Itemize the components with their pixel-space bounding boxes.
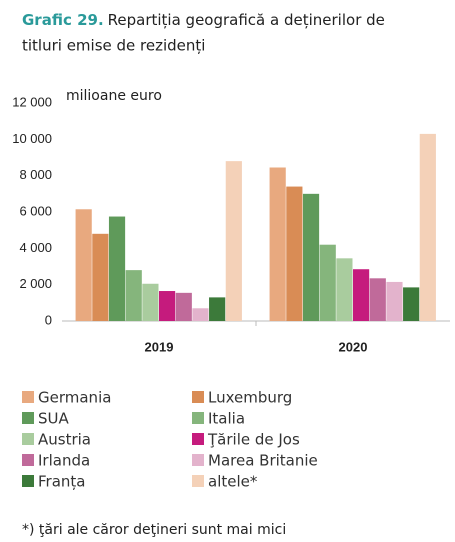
y-tick-label: 10 000 [12, 131, 52, 146]
y-tick-label: 4 000 [19, 240, 52, 255]
footnote: *) ţări ale căror deţineri sunt mai mici [22, 522, 286, 538]
bar [142, 283, 159, 321]
bar [92, 233, 109, 321]
x-tick-label: 2019 [145, 339, 174, 354]
legend-swatch [192, 412, 204, 424]
legend-swatch [192, 391, 204, 403]
legend-swatch [22, 391, 34, 403]
bar [108, 216, 126, 321]
chart-title: Grafic 29. Repartiția geografică a deține… [22, 11, 385, 29]
legend-label: Ţările de Jos [207, 431, 300, 449]
bar [369, 278, 386, 321]
legend-label: Irlanda [38, 452, 90, 470]
bar [302, 193, 320, 321]
legend-label: Luxemburg [208, 389, 292, 407]
legend-label: Marea Britanie [208, 452, 318, 470]
legend-label: Austria [38, 431, 91, 449]
bar [209, 297, 226, 321]
x-tick-label: 2020 [339, 339, 368, 354]
legend-swatch [22, 412, 34, 424]
legend-swatch [192, 454, 204, 466]
bar [353, 269, 370, 321]
y-tick-label: 2 000 [19, 276, 52, 291]
legend-label: Germania [38, 389, 111, 407]
bar [419, 133, 436, 321]
bar [336, 258, 353, 321]
bar [192, 308, 209, 321]
bar [159, 291, 176, 321]
legend-label: SUA [38, 410, 70, 428]
bar [225, 161, 242, 321]
y-tick-label: 6 000 [19, 203, 52, 218]
y-axis-label: milioane euro [66, 88, 162, 104]
title-label: Grafic 29. [22, 11, 104, 29]
bar [125, 270, 142, 321]
legend-swatch [192, 433, 204, 445]
y-tick-label: 8 000 [19, 167, 52, 182]
bar [286, 186, 303, 321]
bar [175, 292, 192, 321]
bar [319, 244, 336, 321]
legend-label: Italia [208, 410, 245, 428]
title-line: Repartiția geografică a deținerilor de [108, 11, 385, 29]
bar [403, 287, 420, 321]
title-text: titluri emise de rezidenți [22, 37, 205, 55]
bar [269, 167, 286, 321]
legend-label: altele* [208, 473, 258, 491]
y-tick-label: 12 000 [12, 94, 52, 109]
legend-swatch [22, 454, 34, 466]
bar [75, 209, 92, 321]
y-tick-label: 0 [45, 312, 52, 327]
legend-swatch [22, 433, 34, 445]
legend-label: Franța [38, 473, 85, 491]
legend-swatch [192, 475, 204, 487]
bar [386, 281, 403, 321]
legend-swatch [22, 475, 34, 487]
